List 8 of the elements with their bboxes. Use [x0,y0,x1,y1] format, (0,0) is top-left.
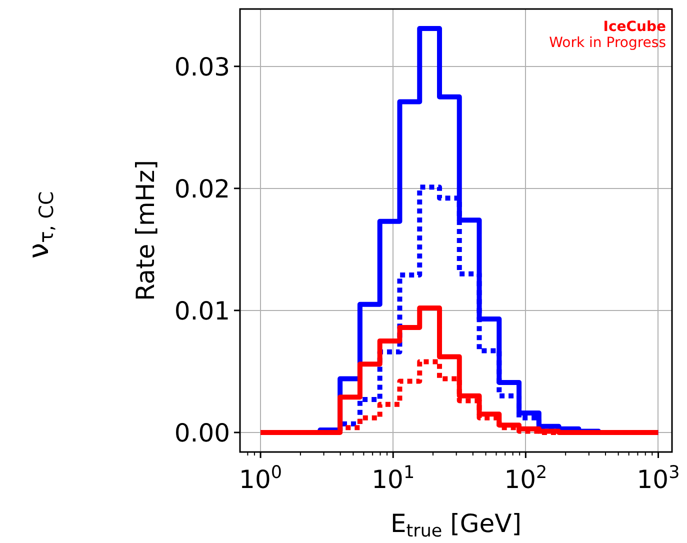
y-tick-label: 0.02 [174,174,230,204]
y-tick-label: 0.01 [174,296,230,326]
annotation: IceCube [603,19,666,35]
text: ντ, CC [22,191,58,259]
annotation: Work in Progress [549,35,666,51]
y-axis-title: Rate [mHz] [131,160,160,302]
y-tick-label: 0.00 [174,418,230,448]
y-tick-label: 0.03 [174,52,230,82]
